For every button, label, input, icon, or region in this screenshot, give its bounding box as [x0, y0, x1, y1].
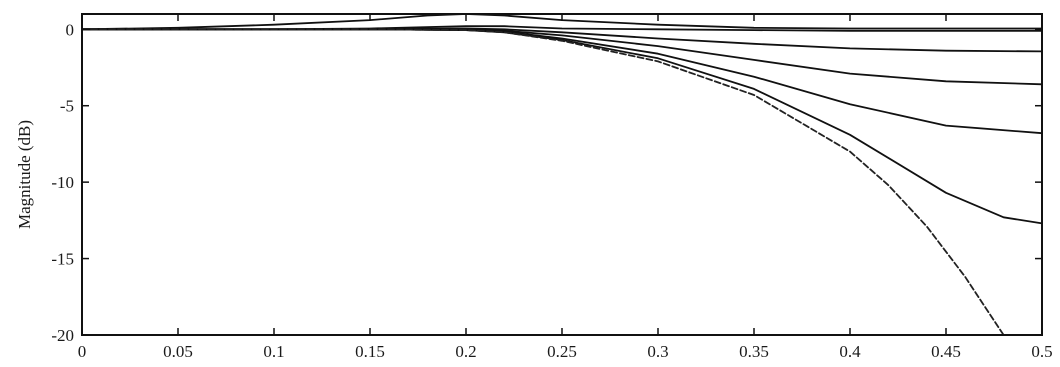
- series-group: [81, 13, 1043, 336]
- x-tick-label: 0.45: [931, 342, 961, 361]
- y-axis-label: Magnitude (dB): [15, 120, 34, 229]
- y-tick-label: -5: [60, 97, 74, 116]
- series-line-4: [81, 28, 1043, 86]
- y-tick-label: 0: [66, 20, 75, 39]
- x-tick-label: 0.3: [647, 342, 668, 361]
- tick-group: 0 0.05 0.1 0.15 0.2 0.25 0.3 0.35 0.4 0.45 0.5 0 -5 -…: [51, 14, 1053, 361]
- x-tick-label: 0.05: [163, 342, 193, 361]
- x-tick-label: 0.35: [739, 342, 769, 361]
- series-line-7: [81, 28, 1005, 336]
- x-tick-label: 0.25: [547, 342, 577, 361]
- x-tick-label: 0.4: [839, 342, 861, 361]
- y-tick-label: -10: [51, 173, 74, 192]
- x-tick-label: 0.1: [263, 342, 284, 361]
- series-line-1: [81, 13, 1043, 31]
- y-tick-label: -15: [51, 250, 74, 269]
- plot-frame: [81, 13, 1043, 336]
- x-tick-label: 0: [78, 342, 87, 361]
- x-tick-label: 0.5: [1031, 342, 1052, 361]
- y-tick-label: -20: [51, 326, 74, 345]
- x-tick-label: 0.2: [455, 342, 476, 361]
- series-line-5: [81, 28, 1043, 135]
- x-tick-label: 0.15: [355, 342, 385, 361]
